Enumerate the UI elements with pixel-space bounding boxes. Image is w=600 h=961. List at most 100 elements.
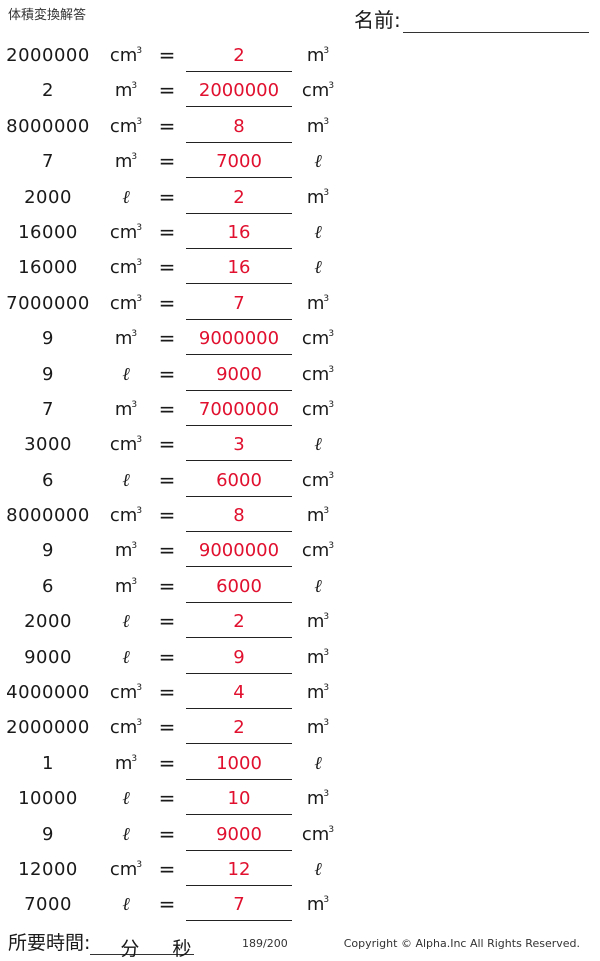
answer-field[interactable]: 9000 <box>186 364 292 391</box>
answer-field[interactable]: 9000000 <box>186 328 292 356</box>
answer-field[interactable]: 4 <box>186 682 292 710</box>
unit-cubic-meter: m3 <box>296 45 340 66</box>
answer-field[interactable]: 10 <box>186 788 292 816</box>
answer-field[interactable]: 9000 <box>186 824 292 851</box>
unit-liter: ℓ <box>296 859 340 880</box>
unit-base: m <box>306 682 325 704</box>
unit-exponent: 3 <box>323 718 330 729</box>
unit-exponent: 3 <box>323 187 330 198</box>
unit-liter: ℓ <box>296 753 340 774</box>
answer-field[interactable]: 8 <box>186 505 292 533</box>
answer-field[interactable]: 16 <box>186 222 292 249</box>
unit-liter: ℓ <box>104 647 148 668</box>
answer-field[interactable]: 8 <box>186 116 292 143</box>
unit-base: m <box>306 717 325 739</box>
unit-base: m <box>306 292 325 314</box>
answer-field[interactable]: 9 <box>186 647 292 674</box>
equals-sign: = <box>158 113 176 138</box>
worksheet-title: 体積変換解答 <box>8 8 87 23</box>
answer-field[interactable]: 6000 <box>186 576 292 603</box>
unit-exponent: 3 <box>131 399 138 410</box>
equals-sign: = <box>158 290 176 315</box>
unit-base: cm <box>301 540 330 562</box>
problem-row: 7000 ℓ = 7 m3 <box>0 887 600 922</box>
answer-field[interactable]: 12 <box>186 859 292 886</box>
answer-field[interactable]: 7000000 <box>186 399 292 426</box>
unit-cubic-meter: m3 <box>296 682 340 703</box>
name-blank[interactable] <box>402 14 589 33</box>
equals-sign: = <box>158 43 176 67</box>
unit-liter: ℓ <box>104 611 148 632</box>
problem-row: 12000 cm3 = 12 ℓ <box>0 852 600 887</box>
unit-base: cm <box>109 682 138 704</box>
answer-field[interactable]: 2 <box>186 717 292 745</box>
unit-cubic-centimeter: cm3 <box>104 717 148 738</box>
time-blank[interactable]: 分秒 <box>90 934 195 960</box>
problem-value: 7000000 <box>6 292 90 314</box>
answer-field[interactable]: 2 <box>186 187 292 214</box>
equals-sign: = <box>158 680 176 705</box>
unit-liter-symbol: ℓ <box>122 469 130 491</box>
problem-row: 2000000 cm3 = 2 m3 <box>0 710 600 745</box>
answer-field[interactable]: 2 <box>186 45 292 72</box>
equals-sign: = <box>158 467 176 492</box>
problem-row: 9 m3 = 9000000 cm3 <box>0 533 600 568</box>
unit-cubic-meter: m3 <box>104 399 148 420</box>
equals-sign: = <box>158 78 176 103</box>
time-label: 所要時間: <box>8 932 91 954</box>
equals-sign: = <box>158 644 176 669</box>
unit-cubic-centimeter: cm3 <box>104 257 148 278</box>
answer-field[interactable]: 3 <box>186 434 292 462</box>
problem-value: 2000000 <box>6 45 90 66</box>
unit-liter: ℓ <box>104 187 148 208</box>
equals-sign: = <box>158 786 176 811</box>
answer-field[interactable]: 9000000 <box>186 540 292 568</box>
unit-cubic-meter: m3 <box>296 187 340 208</box>
unit-exponent: 3 <box>136 718 143 729</box>
unit-liter: ℓ <box>296 434 340 455</box>
answer-field[interactable]: 2 <box>186 611 292 639</box>
equals-sign: = <box>158 609 176 634</box>
name-field: 名前: <box>354 4 589 33</box>
unit-exponent: 3 <box>136 258 143 269</box>
unit-liter: ℓ <box>296 576 340 597</box>
answer-field[interactable]: 16 <box>186 257 292 285</box>
problem-value: 2 <box>42 80 54 102</box>
unit-exponent: 3 <box>323 612 330 623</box>
equals-sign: = <box>158 715 176 740</box>
answer-field[interactable]: 7 <box>186 293 292 320</box>
unit-base: m <box>114 151 133 173</box>
problem-value: 2000000 <box>6 717 90 739</box>
problem-row: 8000000 cm3 = 8 m3 <box>0 498 600 533</box>
unit-base: m <box>114 328 133 350</box>
unit-cubic-centimeter: cm3 <box>296 399 340 420</box>
problem-value: 9 <box>42 823 54 845</box>
unit-liter: ℓ <box>296 222 340 243</box>
answer-field[interactable]: 2000000 <box>186 80 292 108</box>
unit-liter-symbol: ℓ <box>122 646 130 668</box>
unit-exponent: 3 <box>328 824 335 835</box>
problem-row: 16000 cm3 = 16 ℓ <box>0 250 600 285</box>
problem-row: 7000000 cm3 = 7 m3 <box>0 286 600 321</box>
unit-base: m <box>306 505 325 527</box>
answer-field[interactable]: 1000 <box>186 753 292 780</box>
unit-liter-symbol: ℓ <box>314 434 322 456</box>
answer-field[interactable]: 6000 <box>186 470 292 497</box>
unit-liter: ℓ <box>104 364 148 385</box>
problem-row: 6 m3 = 6000 ℓ <box>0 569 600 604</box>
problem-value: 9000 <box>24 646 72 668</box>
problem-row: 2000 ℓ = 2 m3 <box>0 180 600 215</box>
unit-base: m <box>114 540 133 562</box>
unit-liter-symbol: ℓ <box>122 894 130 916</box>
unit-liter-symbol: ℓ <box>122 611 130 633</box>
unit-exponent: 3 <box>131 329 138 340</box>
unit-liter: ℓ <box>104 788 148 809</box>
unit-cubic-meter: m3 <box>296 611 340 632</box>
answer-field[interactable]: 7 <box>186 894 292 922</box>
unit-cubic-centimeter: cm3 <box>296 80 340 101</box>
unit-exponent: 3 <box>328 399 335 410</box>
unit-base: m <box>306 611 325 633</box>
answer-field[interactable]: 7000 <box>186 151 292 179</box>
problem-list: 2000000 cm3 = 2 m3 2 m3 = 2000000 cm3 8000000 cm3 = 8… <box>0 38 600 923</box>
unit-exponent: 3 <box>328 541 335 552</box>
